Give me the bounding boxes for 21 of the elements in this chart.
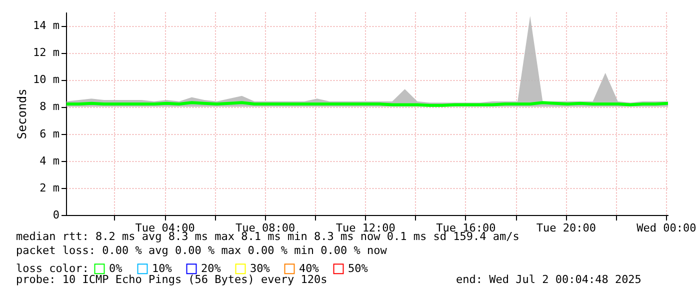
y-tick-label: 6 m bbox=[40, 127, 60, 140]
text: probe: 10 ICMP Echo Pings (56 Bytes) every 120s bbox=[16, 273, 328, 286]
x-tick-label: Tue 20:00 bbox=[536, 222, 596, 234]
legend-label: 50% bbox=[348, 262, 368, 275]
legend-label: 40% bbox=[299, 262, 320, 275]
y-tick-label: 0 bbox=[52, 208, 60, 222]
y-tick-label: 12 m bbox=[33, 46, 60, 60]
y-tick-label: 10 m bbox=[33, 73, 60, 86]
legend-label: 20% bbox=[201, 262, 222, 275]
y-tick-label: 2 m bbox=[40, 181, 60, 194]
y-tick-label: 14 m bbox=[33, 19, 60, 32]
y-tick-label: 8 m bbox=[40, 100, 60, 114]
legend-label: 0% bbox=[109, 262, 123, 275]
y-axis-title: Seconds bbox=[15, 88, 30, 140]
legend-label: 30% bbox=[250, 262, 270, 275]
legend-label: 10% bbox=[152, 262, 172, 275]
text: end: Wed Jul 2 00:04:48 2025 bbox=[456, 273, 642, 286]
text: packet loss: 0.00 % avg 0.00 % max 0.00 % min 0.00 % now bbox=[16, 244, 388, 257]
legend-title: loss color: bbox=[16, 262, 89, 275]
y-tick-label: 4 m bbox=[40, 154, 60, 168]
x-tick-label: Wed 00:00 bbox=[636, 222, 696, 234]
